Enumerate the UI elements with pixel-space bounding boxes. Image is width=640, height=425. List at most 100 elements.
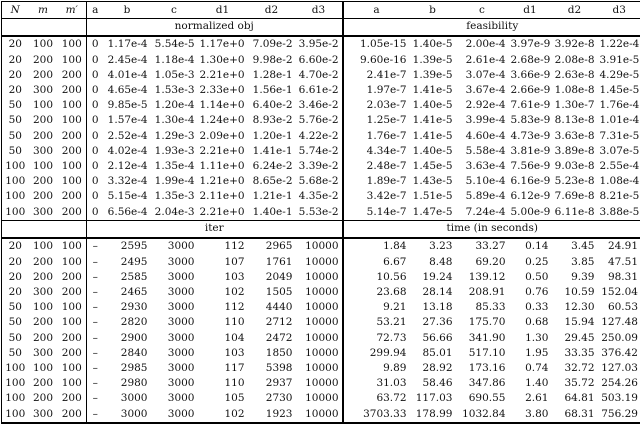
- data-cell-normalized_obj: 8.65e-2: [252, 175, 293, 188]
- data-cell-time: 3.45: [571, 240, 595, 253]
- data-cell-iter: 102: [224, 407, 245, 420]
- data-cell-iter: 10000: [305, 361, 339, 374]
- data-cell-feasibility: 4.29e-5: [599, 68, 640, 81]
- data-cell-iter: 1923: [265, 407, 293, 420]
- data-cell-iter: –: [86, 345, 104, 361]
- data-cell-feasibility: 9.60e-16: [341, 52, 410, 68]
- data-cell-feasibility: 6.16e-9: [510, 175, 551, 188]
- data-cell-iter: –: [86, 360, 104, 376]
- data-cell-normalized_obj: 6.60e-2: [298, 53, 339, 66]
- data-cell-normalized_obj: 3.95e-2: [298, 38, 339, 51]
- cell-N: 100: [5, 392, 26, 405]
- data-cell-time: 8.48: [429, 255, 453, 268]
- data-cell-iter: 2049: [265, 270, 293, 283]
- cell-m-prime: 100: [61, 114, 82, 127]
- data-cell-time: 3703.33: [341, 406, 410, 423]
- cell-m: 200: [32, 114, 54, 127]
- data-cell-time: 72.73: [341, 330, 410, 346]
- data-cell-normalized_obj: 0: [86, 35, 104, 53]
- data-cell-iter: 3000: [167, 346, 195, 359]
- data-cell-time: 47.51: [607, 255, 638, 268]
- cell-m-prime: 100: [61, 99, 82, 112]
- data-cell-time: 347.86: [468, 377, 506, 390]
- data-cell-normalized_obj: 0: [86, 173, 104, 190]
- data-cell-iter: 2937: [265, 377, 293, 390]
- data-cell-feasibility: 5.58e-4: [465, 144, 506, 157]
- data-cell-normalized_obj: 1.40e-1: [252, 205, 293, 218]
- data-cell-feasibility: 1.22e-4: [599, 38, 640, 51]
- data-cell-normalized_obj: 1.17e+0: [199, 38, 245, 51]
- data-cell-feasibility: 7.31e-5: [599, 129, 640, 142]
- data-cell-iter: 3000: [167, 270, 195, 283]
- cell-m-prime: 200: [61, 144, 82, 157]
- data-cell-time: 1032.84: [462, 407, 506, 420]
- data-cell-iter: –: [86, 299, 104, 315]
- data-cell-feasibility: 2.08e-8: [554, 53, 595, 66]
- data-cell-feasibility: 3.91e-5: [599, 53, 640, 66]
- data-cell-normalized_obj: 1.53e-3: [154, 83, 195, 96]
- cell-m: 100: [32, 38, 54, 51]
- data-cell-time: 127.48: [601, 316, 638, 329]
- data-cell-iter: 112: [224, 301, 245, 314]
- cell-m: 300: [32, 346, 54, 359]
- col-header-d2-left: d2: [247, 1, 296, 19]
- col-header-d1-left: d1: [197, 1, 248, 19]
- data-cell-iter: 10000: [305, 240, 339, 253]
- cell-N: 100: [5, 205, 26, 218]
- data-cell-normalized_obj: 8.93e-2: [252, 114, 293, 127]
- data-cell-time: 0.76: [525, 285, 549, 298]
- cell-N: 20: [8, 53, 22, 66]
- data-cell-normalized_obj: 6.61e-2: [298, 83, 339, 96]
- data-cell-time: 2.61: [525, 392, 549, 405]
- col-header-c-left: c: [150, 1, 198, 19]
- data-cell-normalized_obj: 1.57e-4: [107, 114, 148, 127]
- data-cell-iter: 10000: [305, 377, 339, 390]
- data-cell-iter: 2585: [120, 270, 148, 283]
- data-cell-feasibility: 3.63e-8: [554, 129, 595, 142]
- data-cell-normalized_obj: 2.33e+0: [199, 83, 245, 96]
- data-cell-iter: 4440: [265, 301, 293, 314]
- data-cell-iter: 103: [224, 346, 245, 359]
- cell-m-prime: 200: [61, 285, 82, 298]
- data-cell-normalized_obj: 0: [86, 67, 104, 83]
- cell-N: 20: [8, 68, 22, 81]
- data-cell-feasibility: 5.89e-4: [465, 190, 506, 203]
- data-cell-feasibility: 3.66e-9: [510, 68, 551, 81]
- data-cell-time: 32.72: [564, 361, 595, 374]
- data-cell-iter: –: [86, 254, 104, 270]
- data-cell-time: 3.23: [429, 240, 453, 253]
- data-cell-iter: 10000: [305, 301, 339, 314]
- data-cell-feasibility: 1.40e-5: [412, 144, 453, 157]
- data-cell-normalized_obj: 5.54e-5: [154, 38, 195, 51]
- data-cell-iter: 10000: [305, 270, 339, 283]
- data-cell-feasibility: 7.61e-9: [510, 99, 551, 112]
- data-cell-normalized_obj: 1.17e-4: [107, 38, 148, 51]
- data-cell-normalized_obj: 9.85e-5: [107, 99, 148, 112]
- data-cell-feasibility: 3.07e-4: [465, 68, 506, 81]
- data-cell-normalized_obj: 4.65e-4: [107, 83, 148, 96]
- data-cell-time: 64.81: [564, 392, 595, 405]
- data-cell-time: 139.12: [468, 270, 506, 283]
- data-cell-feasibility: 2.55e-4: [599, 159, 640, 172]
- data-cell-iter: 3000: [120, 392, 148, 405]
- section-title-left: normalized obj: [86, 18, 343, 37]
- data-cell-feasibility: 1.40e-5: [412, 99, 453, 112]
- cell-m: 300: [32, 285, 54, 298]
- data-cell-normalized_obj: 2.21e+0: [199, 144, 245, 157]
- cell-N: 20: [8, 270, 22, 283]
- data-cell-time: 23.68: [341, 284, 410, 300]
- data-cell-normalized_obj: 9.98e-2: [252, 53, 293, 66]
- data-cell-iter: –: [86, 391, 104, 407]
- data-cell-feasibility: 2.48e-7: [341, 158, 410, 174]
- data-cell-iter: 112: [224, 240, 245, 253]
- cell-m: 300: [32, 205, 54, 218]
- col-header-d2-right: d2: [551, 1, 598, 19]
- data-cell-time: 1.30: [525, 331, 549, 344]
- col-header-a-left: a: [86, 1, 104, 19]
- data-cell-normalized_obj: 2.45e-4: [107, 53, 148, 66]
- data-cell-feasibility: 2.68e-9: [510, 53, 551, 66]
- data-cell-iter: 102: [224, 285, 245, 298]
- data-cell-normalized_obj: 2.04e-3: [154, 205, 195, 218]
- data-cell-time: 178.99: [415, 407, 453, 420]
- data-cell-normalized_obj: 5.53e-2: [298, 205, 339, 218]
